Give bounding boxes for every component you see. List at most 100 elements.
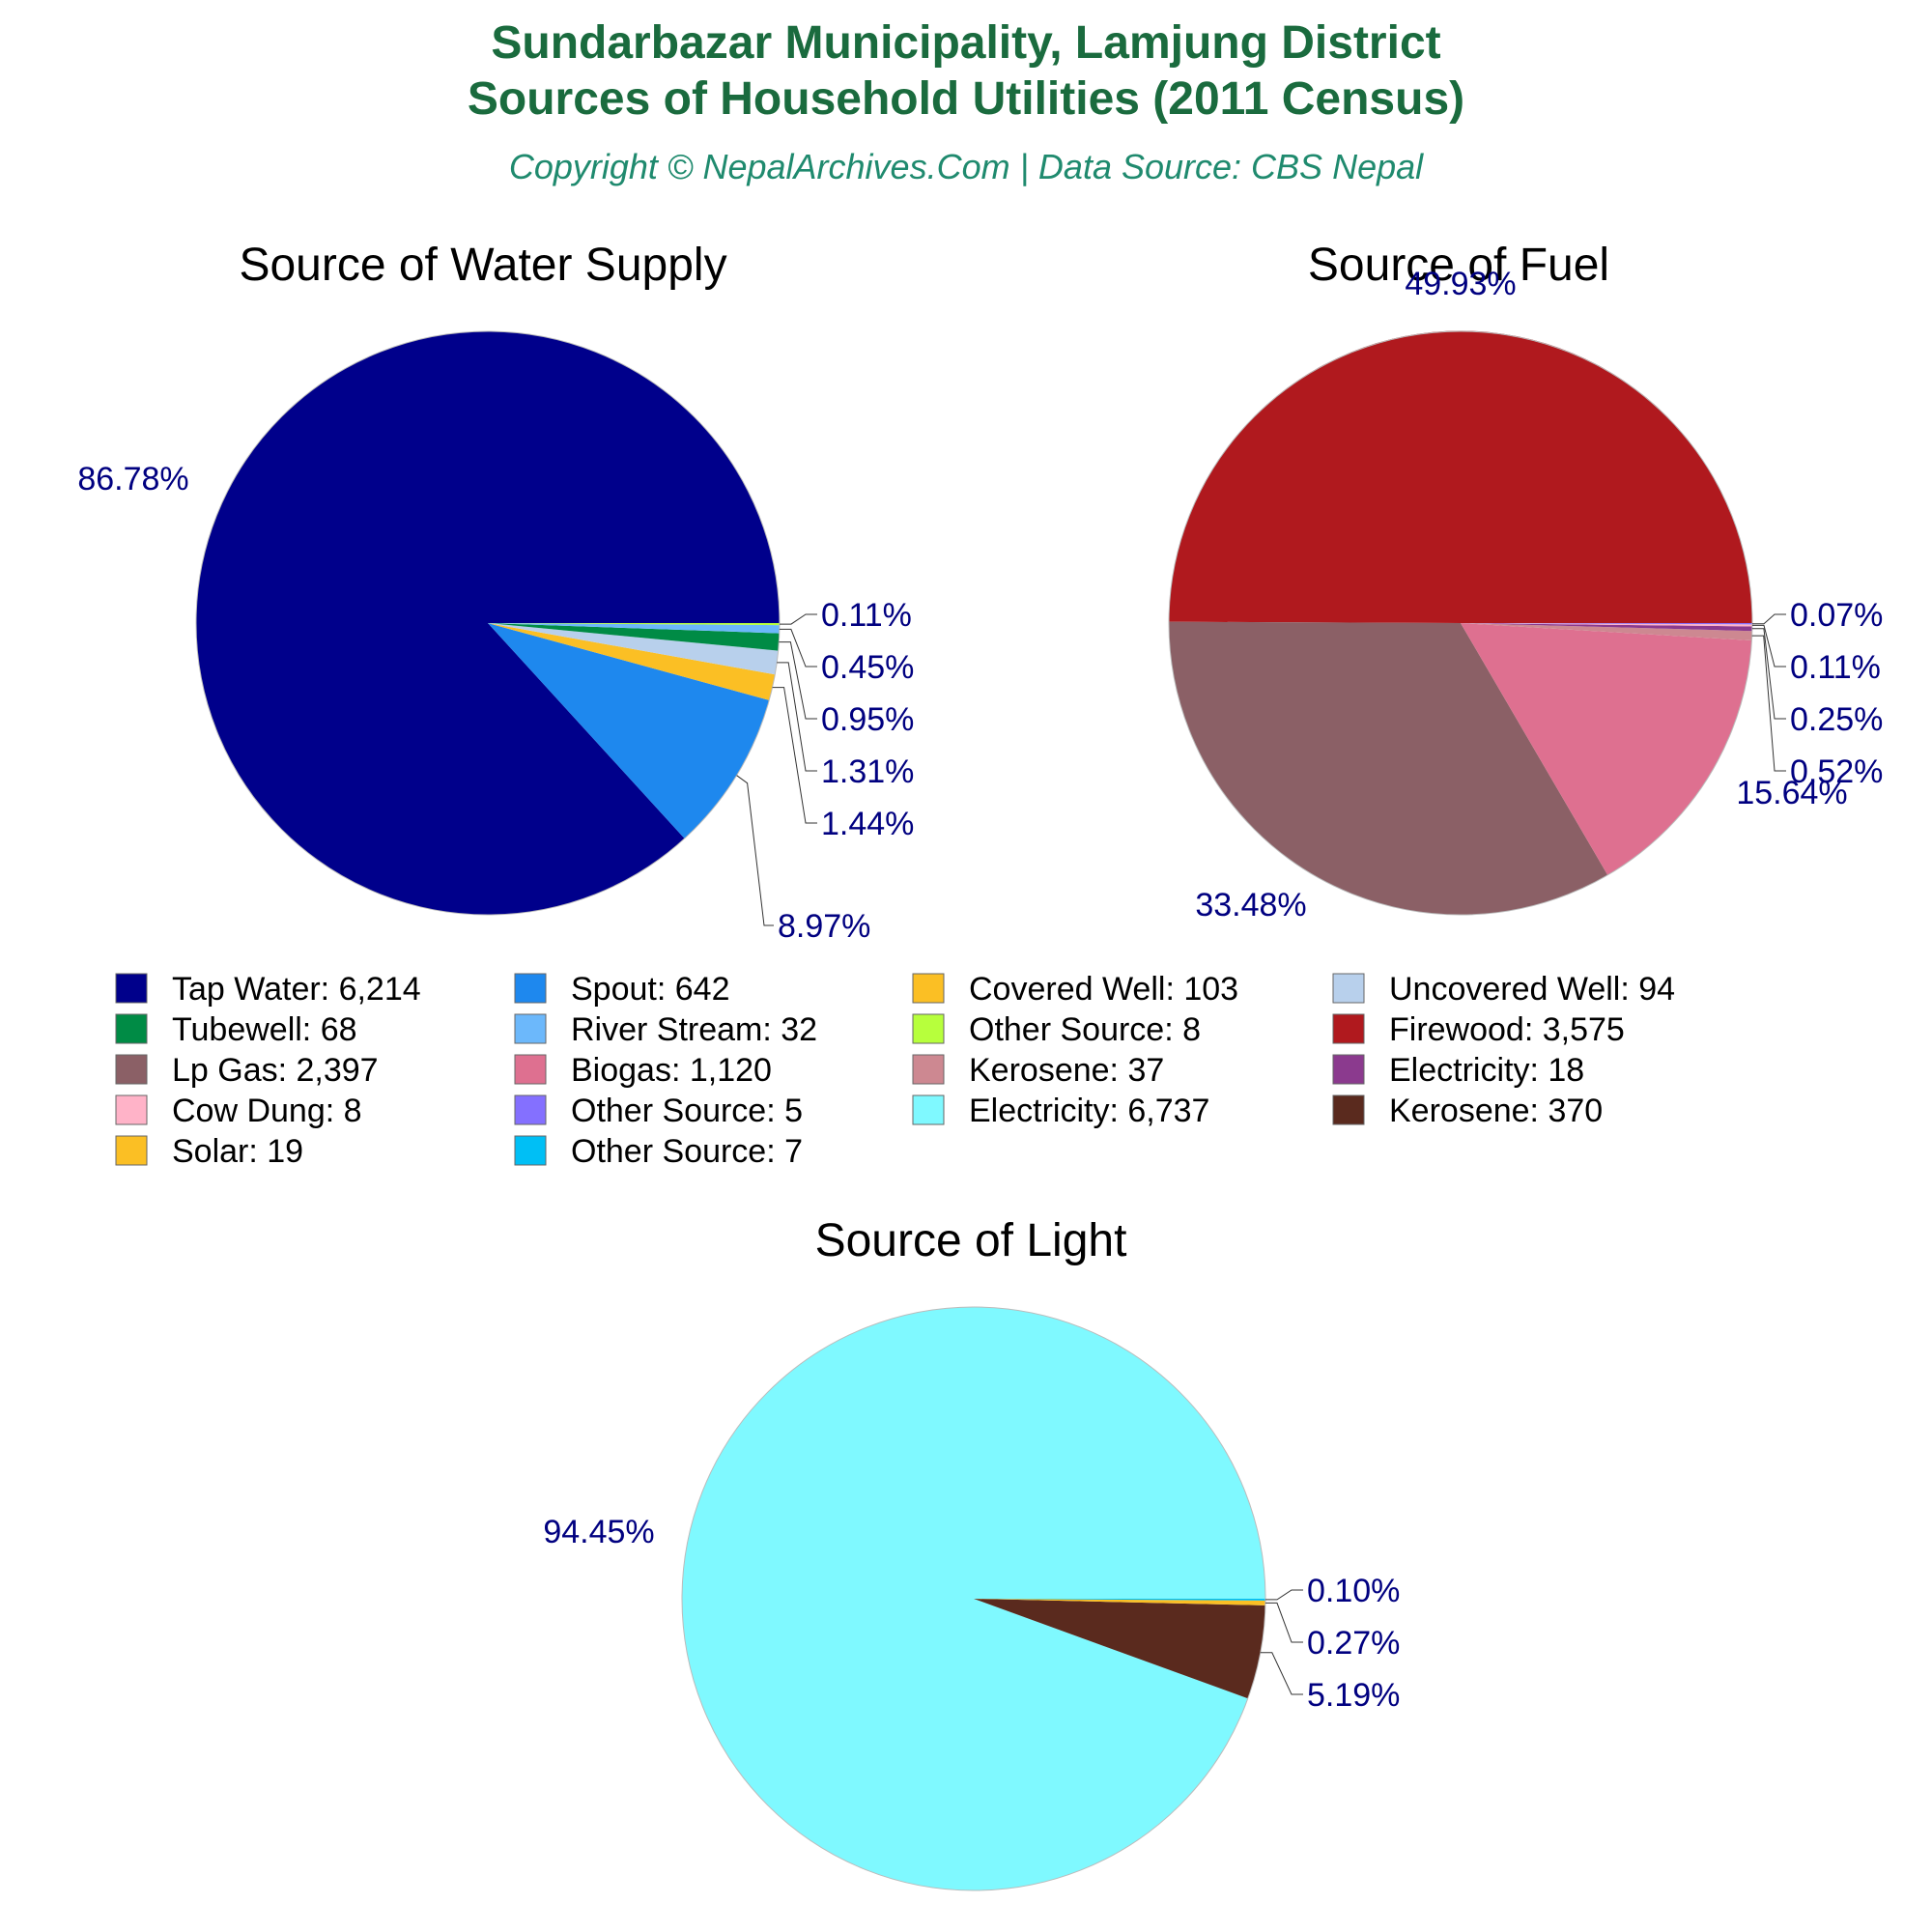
pct-label-lp-gas: 33.48%: [1195, 887, 1306, 923]
legend-swatch: [115, 1054, 148, 1085]
chart-header: Sundarbazar Municipality, Lamjung Distri…: [0, 0, 1932, 187]
pie-slice-firewood: [1169, 330, 1753, 623]
pie-slice-tubewell: [488, 623, 780, 651]
legend-swatch: [912, 973, 945, 1004]
leader-line: [779, 628, 817, 668]
legend-item-other-source-8: Other Source: 8: [969, 1011, 1201, 1048]
chart-subtitle: Copyright © NepalArchives.Com | Data Sou…: [508, 147, 1424, 186]
legend-item-spout-642: Spout: 642: [571, 971, 729, 1008]
leader-line: [780, 613, 817, 625]
pct-label-other-source: 0.07%: [1790, 597, 1883, 634]
legend-item-kerosene-370: Kerosene: 370: [1389, 1093, 1603, 1129]
pct-label-other-source: 0.11%: [821, 597, 912, 634]
legend-swatch: [514, 1094, 547, 1125]
pct-label-uncovered-well: 1.31%: [821, 753, 914, 790]
leader-line: [1265, 1602, 1303, 1643]
pie-slice-biogas: [1461, 623, 1752, 875]
chart-title-line-1: Sundarbazar Municipality, Lamjung Distri…: [491, 17, 1441, 69]
legend-item-lp-gas-2-397: Lp Gas: 2,397: [172, 1052, 379, 1089]
pct-label-biogas: 15.64%: [1736, 775, 1847, 811]
legend-swatch: [115, 1013, 148, 1044]
legend-swatch: [912, 1094, 945, 1125]
leader-line: [1260, 1652, 1303, 1695]
legend-swatch: [514, 1135, 547, 1166]
legend-swatch: [514, 1013, 547, 1044]
legend-item-river-stream-32: River Stream: 32: [571, 1011, 817, 1048]
pct-label-kerosene: 5.19%: [1307, 1677, 1400, 1714]
pie-slice-spout: [488, 623, 770, 839]
pie-slice-electricity: [681, 1306, 1265, 1890]
pct-label-tubewell: 0.95%: [821, 701, 914, 738]
legend-item-tap-water-6-214: Tap Water: 6,214: [172, 971, 421, 1008]
legend-swatch: [1332, 973, 1365, 1004]
legend-item-other-source-5: Other Source: 5: [571, 1093, 803, 1129]
legend-swatch: [514, 973, 547, 1004]
light-pie: Source of Light 94.45% 5.19% 0.27% 0.10%: [543, 1215, 1400, 1891]
pct-label-electricity: 0.25%: [1790, 701, 1883, 738]
leader-line: [779, 641, 817, 720]
pct-label-cow-dung: 0.11%: [1790, 649, 1881, 686]
legend-swatch: [514, 1054, 547, 1085]
legend-item-kerosene-37: Kerosene: 37: [969, 1052, 1164, 1089]
legend-swatch: [912, 1054, 945, 1085]
source-of-light-title: Source of Light: [815, 1215, 1127, 1266]
leader-line: [1751, 628, 1786, 720]
legend-item-tubewell-68: Tubewell: 68: [172, 1011, 357, 1048]
pct-label-solar: 0.27%: [1307, 1625, 1400, 1662]
leader-line: [736, 775, 774, 926]
chart-title-line-2: Sources of Household Utilities (2011 Cen…: [467, 73, 1465, 125]
pct-label-spout: 8.97%: [778, 908, 870, 945]
pie-slice-other-source: [974, 1599, 1265, 1601]
legend-item-uncovered-well-94: Uncovered Well: 94: [1389, 971, 1675, 1008]
legend-item-firewood-3-575: Firewood: 3,575: [1389, 1011, 1625, 1048]
leader-line: [1751, 635, 1786, 772]
pie-slice-tap-water: [195, 330, 780, 915]
legend-swatch: [115, 973, 148, 1004]
legend-swatch: [115, 1094, 148, 1125]
pie-outline: [681, 1306, 1266, 1891]
pie-slice-lp-gas: [1168, 621, 1608, 916]
legend-item-other-source-7: Other Source: 7: [571, 1133, 803, 1170]
legend-item-solar-19: Solar: 19: [172, 1133, 303, 1170]
source-of-fuel-title: Source of Fuel: [1308, 240, 1609, 291]
pie-slice-cow-dung: [1461, 623, 1752, 627]
pie-slice-kerosene: [974, 1599, 1265, 1699]
leader-line: [1752, 624, 1786, 668]
pie-outline: [195, 330, 781, 916]
leader-line: [772, 687, 817, 824]
pie-slice-other-source: [1461, 623, 1753, 625]
leader-line: [1752, 613, 1786, 625]
leader-line: [777, 662, 817, 772]
legend-item-covered-well-103: Covered Well: 103: [969, 971, 1238, 1008]
pct-label-electricity: 94.45%: [543, 1514, 654, 1550]
pct-label-kerosene: 0.52%: [1790, 753, 1883, 790]
legend-swatch: [1332, 1054, 1365, 1085]
pie-slice-kerosene: [1461, 623, 1752, 641]
pct-label-other-source: 0.10%: [1307, 1573, 1400, 1609]
pie-outline: [1168, 330, 1753, 916]
pie-slice-other-source: [488, 623, 780, 626]
legend-item-cow-dung-8: Cow Dung: 8: [172, 1093, 362, 1129]
legend-swatch: [912, 1013, 945, 1044]
legend-item-electricity-6-737: Electricity: 6,737: [969, 1093, 1209, 1129]
pie-slice-uncovered-well: [488, 623, 779, 675]
leader-line: [1265, 1589, 1303, 1601]
pct-label-tap-water: 86.78%: [77, 461, 188, 497]
pct-label-river-stream: 0.45%: [821, 649, 914, 686]
pie-slice-covered-well: [488, 623, 776, 700]
legend-swatch: [115, 1135, 148, 1166]
legend-item-biogas-1-120: Biogas: 1,120: [571, 1052, 772, 1089]
pie-slice-electricity: [1461, 623, 1752, 632]
legend-item-electricity-18: Electricity: 18: [1389, 1052, 1584, 1089]
pct-label-covered-well: 1.44%: [821, 806, 914, 842]
legend-swatch: [1332, 1013, 1365, 1044]
pct-label-firewood: 49.93%: [1405, 266, 1516, 302]
source-of-water-supply-title: Source of Water Supply: [239, 240, 726, 291]
legend-swatch: [1332, 1094, 1365, 1125]
pie-slice-solar: [974, 1599, 1265, 1605]
legend: Tap Water: 6,214 Spout: 642 Covered Well: …: [115, 971, 1675, 1170]
water-supply-pie: Source of Water Supply 86.78% 8.97% 1.44% 1.…: [77, 240, 914, 945]
pie-slice-river-stream: [488, 623, 780, 634]
